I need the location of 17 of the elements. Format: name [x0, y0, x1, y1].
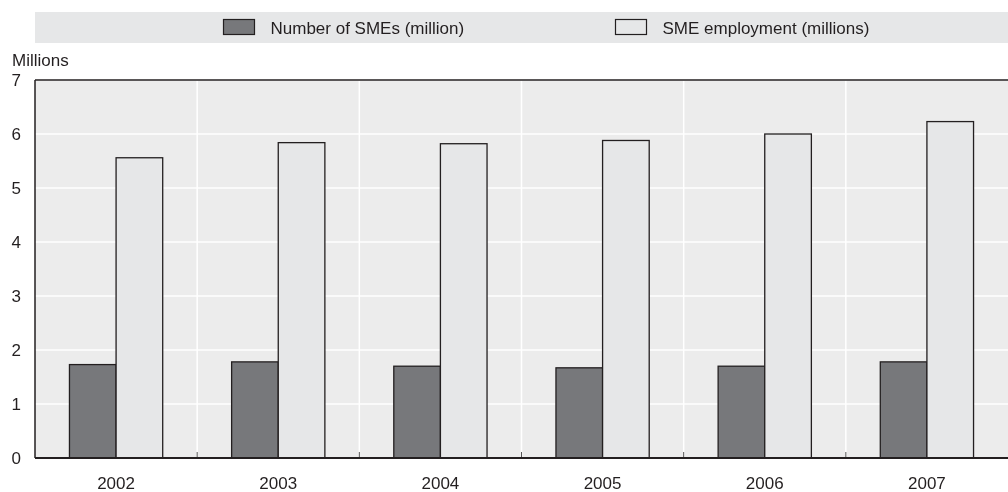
- y-tick-label: 2: [11, 340, 21, 360]
- y-tick-label: 1: [11, 394, 21, 414]
- y-tick-label: 0: [11, 448, 21, 468]
- x-tick-label: 2004: [421, 474, 460, 492]
- x-tick-label: 2006: [745, 474, 784, 492]
- y-axis-title: Millions: [12, 51, 69, 70]
- y-tick-label: 4: [11, 232, 21, 252]
- legend-label: SME employment (millions): [662, 19, 870, 38]
- y-tick-label: 7: [11, 70, 21, 90]
- x-tick-label: 2002: [97, 474, 135, 492]
- x-tick-label: 2003: [259, 474, 298, 492]
- x-tick-label: 2007: [908, 474, 946, 492]
- legend-label: Number of SMEs (million): [270, 19, 465, 38]
- y-tick-label: 3: [11, 286, 21, 306]
- y-tick-label: 5: [11, 178, 21, 198]
- x-tick-label: 2005: [583, 474, 622, 492]
- y-tick-label: 6: [11, 124, 21, 144]
